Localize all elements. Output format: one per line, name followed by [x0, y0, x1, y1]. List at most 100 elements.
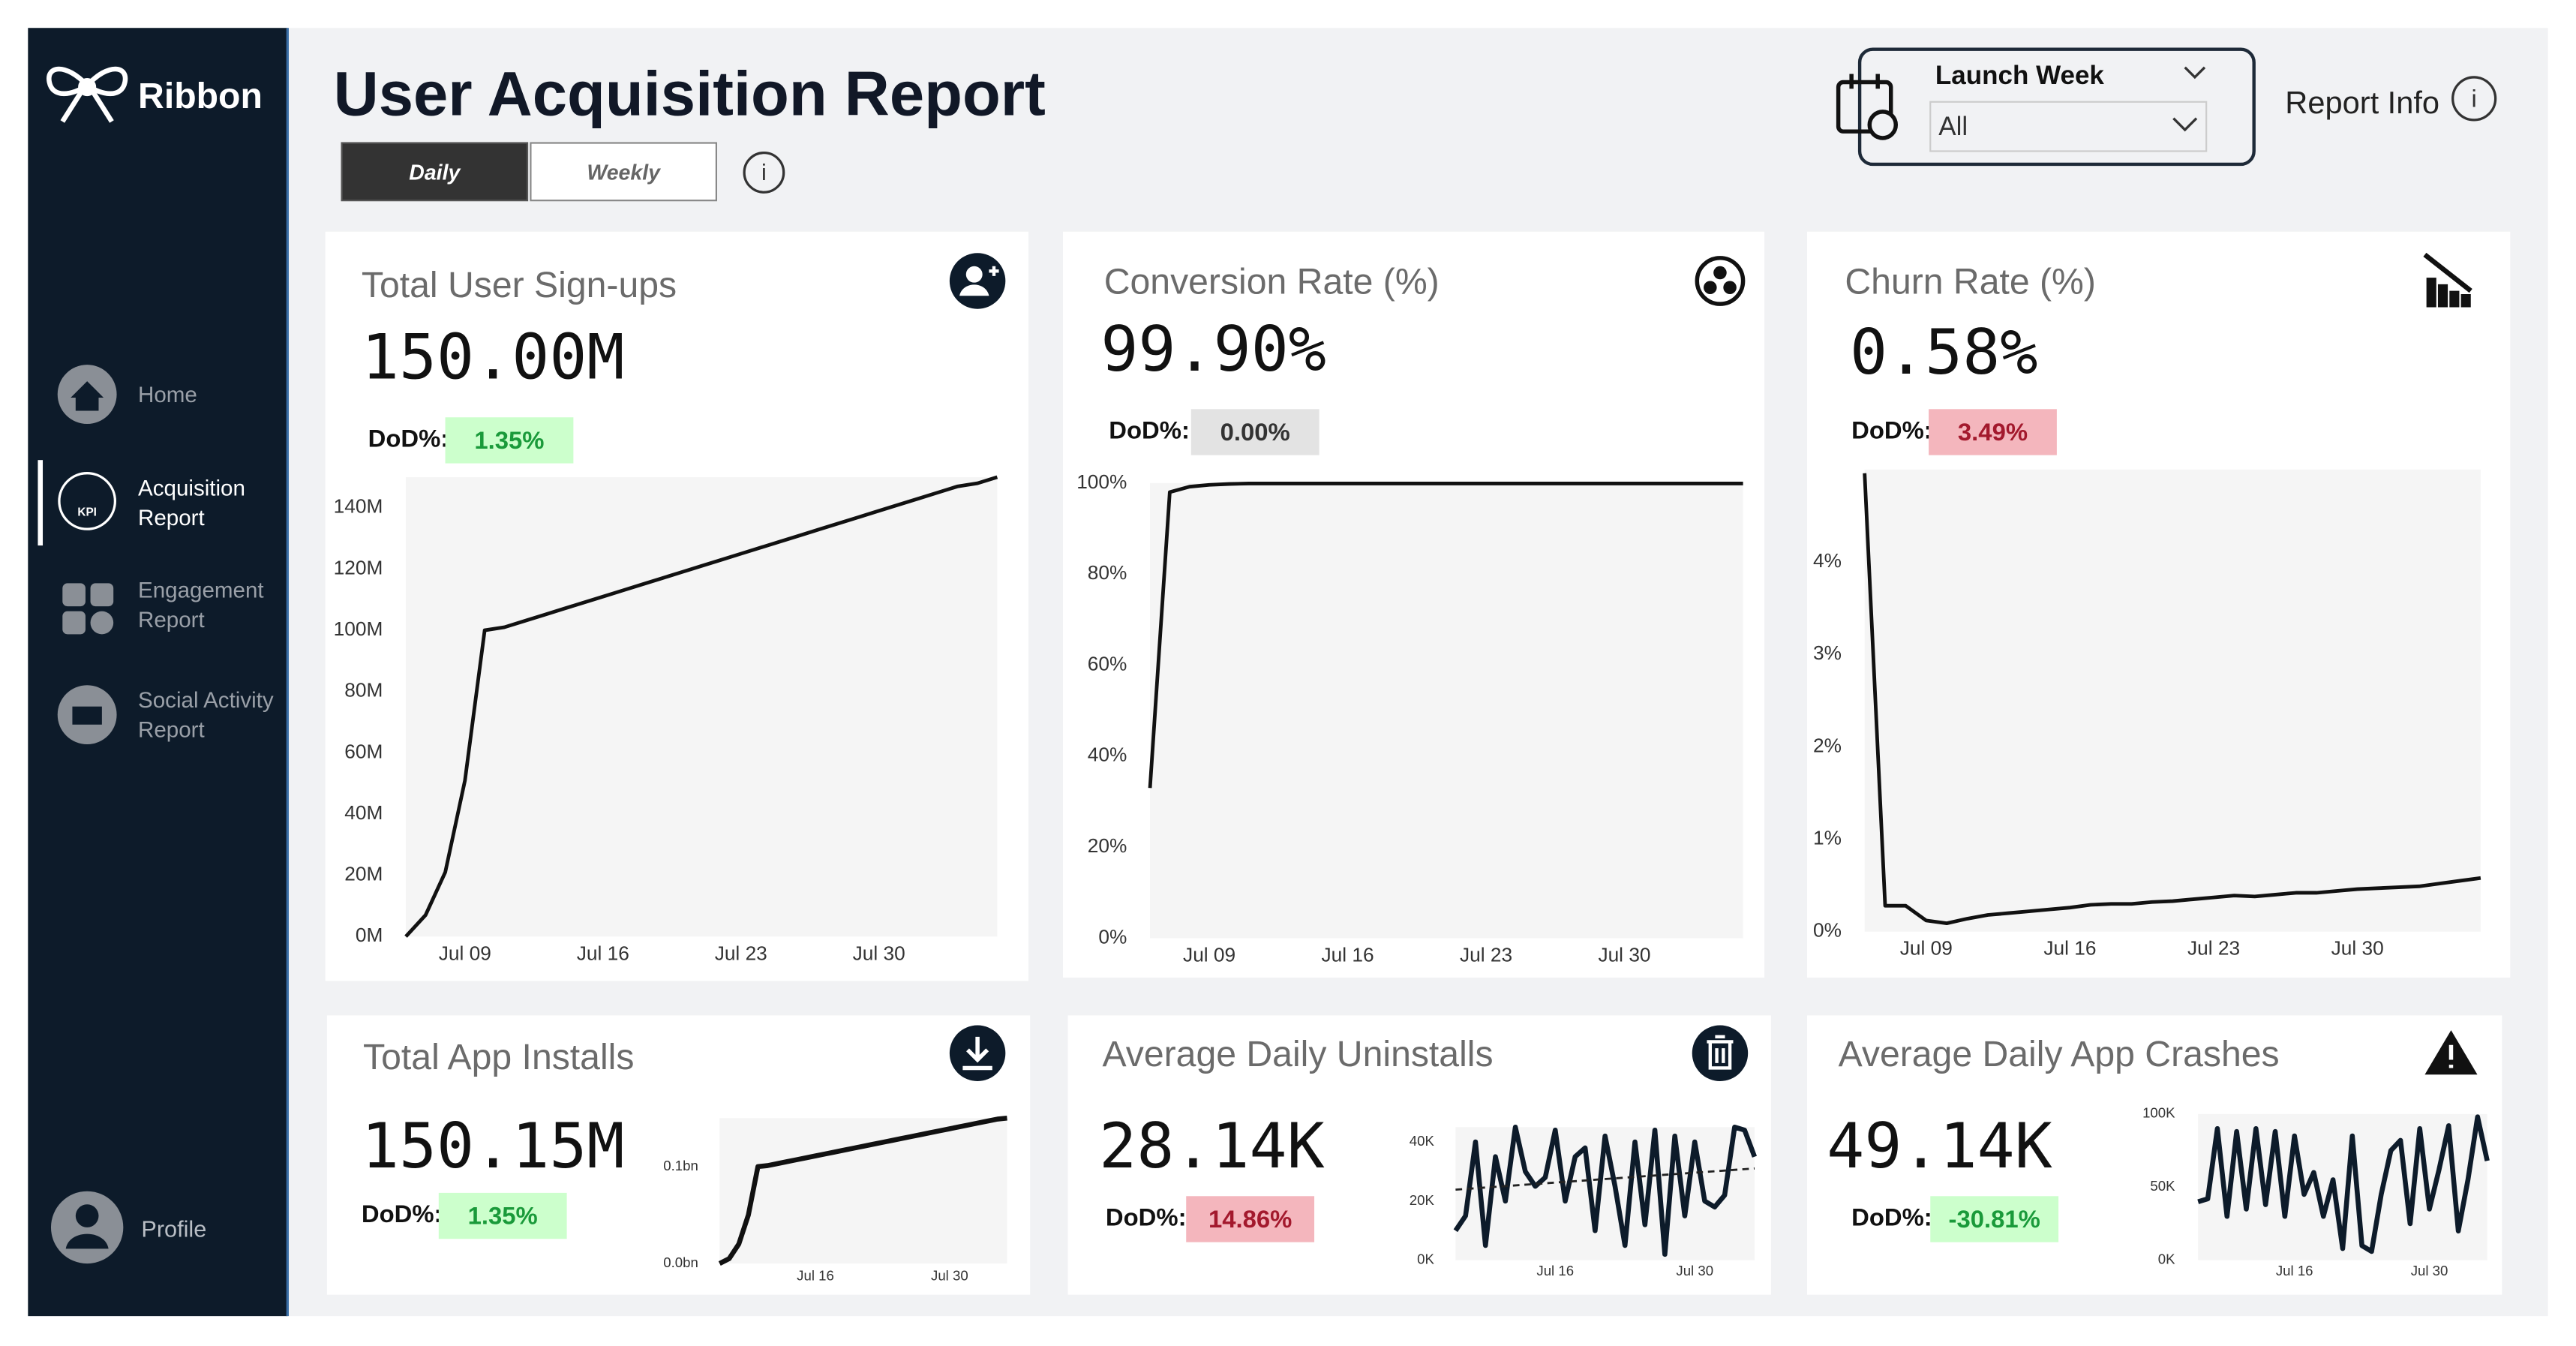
info-glyph: i: [2471, 84, 2476, 112]
dod-label: DoD%:: [368, 425, 449, 452]
logo-icon: [47, 66, 128, 123]
icon-circle: [1695, 256, 1746, 306]
dod-badge: [1186, 1196, 1315, 1242]
card-icon: [2424, 1030, 2478, 1075]
plot-area: [1150, 482, 1743, 939]
icon-glyph: [1707, 1035, 1734, 1070]
x-tick-label: Jul 23: [1460, 943, 1512, 966]
card-title: Conversion Rate (%): [1104, 262, 1440, 302]
line: [404, 475, 998, 938]
x-tick-label: Jul 30: [2331, 937, 2384, 960]
calendar-icon: [1836, 74, 1899, 140]
nav-item[interactable]: Engagement Report: [138, 578, 264, 632]
kpi-icon[interactable]: [58, 472, 117, 530]
card-title: Total App Installs: [363, 1037, 634, 1077]
social-glyph: [72, 706, 102, 725]
y-tick-label: 40%: [1088, 744, 1127, 766]
nav-item[interactable]: Acquisition Report: [138, 476, 245, 530]
icon-glyph: [2423, 252, 2472, 293]
icon-glyph: [2426, 278, 2436, 308]
engagement-icon: [90, 583, 114, 607]
x-tick-label: Jul 16: [797, 1268, 834, 1284]
report-info[interactable]: Report Info: [2285, 85, 2439, 120]
plot-area: [719, 1118, 1007, 1264]
toggle-label: Daily: [409, 161, 461, 185]
toggle-weekly[interactable]: [530, 142, 717, 202]
dod-badge: [445, 417, 574, 464]
nav-icons: KPI: [50, 365, 124, 1264]
x-tick-label: Jul 16: [2276, 1263, 2313, 1278]
y-tick-label: 100M: [334, 617, 383, 640]
x-tick-label: Jul 30: [1598, 943, 1650, 966]
nav-line: Report: [138, 608, 205, 632]
y-tick-label: 60M: [344, 740, 383, 762]
toggle-daily[interactable]: [341, 142, 529, 202]
kpi-value: 49.14K: [1827, 1110, 2052, 1182]
y-tick-label: 0K: [1417, 1251, 1434, 1267]
nav-line: Report: [138, 717, 205, 742]
icon-glyph: [959, 284, 989, 296]
dod-badge: [1929, 409, 2057, 455]
x-tick-label: Jul 16: [1322, 943, 1374, 966]
chevron[interactable]: [2184, 66, 2206, 80]
card-icon: [1692, 1025, 1749, 1081]
nav-line: Acquisition: [138, 476, 245, 500]
y-tick-label: 0.0bn: [663, 1254, 698, 1270]
y-tick-label: 20M: [344, 863, 383, 885]
x-tick-label: Jul 30: [2411, 1263, 2448, 1278]
y-tick-label: 1%: [1813, 826, 1842, 849]
dod-label: DoD%:: [362, 1200, 443, 1227]
plot-area: [1864, 469, 2481, 932]
x-tick-label: Jul 16: [577, 942, 629, 964]
x-tick-label: Jul 16: [1536, 1263, 1574, 1278]
engagement-icon[interactable]: [62, 583, 86, 607]
y-tick-label: 40K: [1410, 1133, 1435, 1149]
line: [718, 1115, 1007, 1266]
dod-label: DoD%:: [1851, 1203, 1932, 1231]
dod-label: DoD%:: [1109, 416, 1190, 444]
dod-badge: [1190, 409, 1320, 455]
dod-value: -30.81%: [1949, 1205, 2040, 1233]
nav-line: Engagement: [138, 578, 264, 602]
nav-item[interactable]: Social Activity Report: [138, 688, 274, 742]
x-tick-label: Jul 09: [439, 942, 491, 964]
icon-glyph: [989, 266, 999, 276]
kpi-value: 150.15M: [362, 1110, 625, 1182]
toggle-label: Weekly: [587, 161, 661, 185]
icon-glyph: [2460, 293, 2471, 308]
y-tick-label: 20%: [1088, 834, 1127, 857]
engagement-icon: [90, 611, 114, 635]
dod-badge: [1930, 1196, 2059, 1242]
filter-dropdown[interactable]: [1929, 101, 2208, 152]
dod-label: DoD%:: [1851, 416, 1932, 444]
y-tick-label: 50K: [2150, 1178, 2175, 1194]
card-title: Churn Rate (%): [1845, 262, 2096, 302]
icon-glyph: [2437, 284, 2448, 308]
icon-glyph: [962, 1036, 992, 1071]
nav-line: Home: [138, 383, 197, 407]
x-tick-label: Jul 23: [2187, 937, 2240, 960]
y-tick-label: 3%: [1813, 641, 1842, 664]
y-tick-label: 0%: [1098, 925, 1127, 948]
y-tick-label: 2%: [1813, 734, 1842, 756]
nav-item[interactable]: Home: [138, 383, 197, 407]
y-tick-label: 4%: [1813, 549, 1842, 572]
y-tick-label: 40M: [344, 801, 383, 824]
nav-profile[interactable]: Profile: [141, 1216, 206, 1242]
icon-circle: [1692, 1025, 1749, 1081]
y-tick-label: 120M: [334, 556, 383, 578]
info-button[interactable]: [2451, 76, 2497, 122]
brand: Ribbon: [138, 76, 263, 116]
icon-glyph: [1723, 281, 1737, 294]
icon-glyph: [965, 266, 983, 283]
home-glyph: [71, 381, 104, 411]
y-tick-label: 100%: [1076, 470, 1127, 493]
filter-value: All: [1938, 112, 1968, 141]
kpi-value: 28.14K: [1099, 1110, 1325, 1182]
y-tick-label: 60%: [1088, 652, 1127, 675]
dod-value: 0.00%: [1220, 418, 1290, 446]
line: [1453, 1125, 1758, 1257]
info-button[interactable]: [743, 152, 785, 194]
